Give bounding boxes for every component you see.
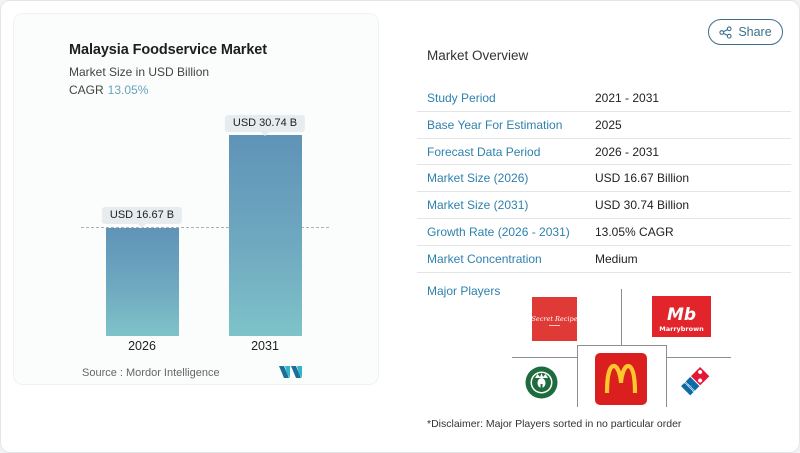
grid-divider (666, 345, 667, 407)
overview-key: Market Size (2026) (427, 171, 529, 186)
overview-key: Study Period (427, 91, 496, 105)
share-button[interactable]: Share (708, 19, 783, 45)
bar-2026 (106, 228, 179, 336)
overview-title: Market Overview (427, 48, 529, 63)
cagr-line: CAGR 13.05% (69, 83, 148, 97)
overview-value: USD 30.74 Billion (595, 198, 690, 213)
overview-row-market-concentration: Market Concentration Medium (417, 246, 791, 273)
overview-table: Study Period 2021 - 2031 Base Year For E… (417, 85, 791, 273)
disclaimer-text: *Disclaimer: Major Players sorted in no … (427, 418, 682, 430)
bar-2031 (229, 135, 302, 336)
overview-key: Base Year For Estimation (427, 117, 563, 132)
grid-divider (666, 357, 731, 358)
chart-title: Malaysia Foodservice Market (69, 42, 267, 58)
share-label: Share (738, 25, 772, 39)
source-text: Source : Mordor Intelligence (82, 367, 220, 379)
marrybrown-logo: Mb Marrybrown (652, 296, 711, 337)
overview-value: 13.05% CAGR (595, 224, 674, 239)
overview-row-market-size-2026: Market Size (2026) USD 16.67 Billion (417, 165, 791, 193)
mcdonalds-logo (595, 353, 647, 405)
bar-chart: USD 16.67 B USD 30.74 B 2026 2031 (1, 1, 381, 381)
overview-row-forecast-period: Forecast Data Period 2026 - 2031 (417, 139, 791, 166)
bar-label-2026: USD 16.67 B (101, 207, 183, 228)
share-icon (719, 25, 732, 39)
mordor-intelligence-logo (279, 366, 302, 378)
svg-text:Mb: Mb (667, 305, 696, 325)
overview-key: Market Size (2031) (427, 198, 529, 213)
overview-key: Market Concentration (427, 251, 542, 266)
overview-key: Growth Rate (2026 - 2031) (427, 224, 570, 239)
major-players-title: Major Players (427, 284, 501, 298)
cagr-label: CAGR (69, 83, 104, 97)
secret-recipe-logo: Secret Recipe (532, 297, 577, 341)
x-tick-2026: 2026 (128, 339, 156, 353)
starbucks-logo (525, 366, 558, 399)
grid-divider (621, 289, 622, 346)
x-tick-2031: 2031 (251, 339, 279, 353)
overview-value: Medium (595, 251, 638, 266)
overview-value: 2025 (595, 117, 622, 132)
overview-row-market-size-2031: Market Size (2031) USD 30.74 Billion (417, 192, 791, 219)
overview-row-study-period: Study Period 2021 - 2031 (417, 85, 791, 112)
overview-key: Forecast Data Period (427, 144, 541, 159)
cagr-value: 13.05% (107, 83, 149, 97)
overview-value: 2026 - 2031 (595, 144, 660, 159)
dominos-pizza-logo: Domino's (679, 365, 711, 397)
svg-text:Secret Recipe: Secret Recipe (532, 315, 577, 323)
overview-value: 2021 - 2031 (595, 91, 660, 105)
reference-dashed-line (81, 227, 329, 228)
svg-text:Marrybrown: Marrybrown (659, 325, 704, 333)
overview-row-growth-rate: Growth Rate (2026 - 2031) 13.05% CAGR (417, 219, 791, 246)
grid-divider (577, 345, 578, 407)
chart-card (13, 13, 379, 385)
grid-divider (577, 345, 667, 346)
bar-label-2031: USD 30.74 B (224, 115, 306, 136)
overview-value: USD 16.67 Billion (595, 171, 690, 186)
overview-row-base-year: Base Year For Estimation 2025 (417, 112, 791, 139)
grid-divider (512, 357, 577, 358)
chart-subtitle: Market Size in USD Billion (69, 65, 210, 79)
